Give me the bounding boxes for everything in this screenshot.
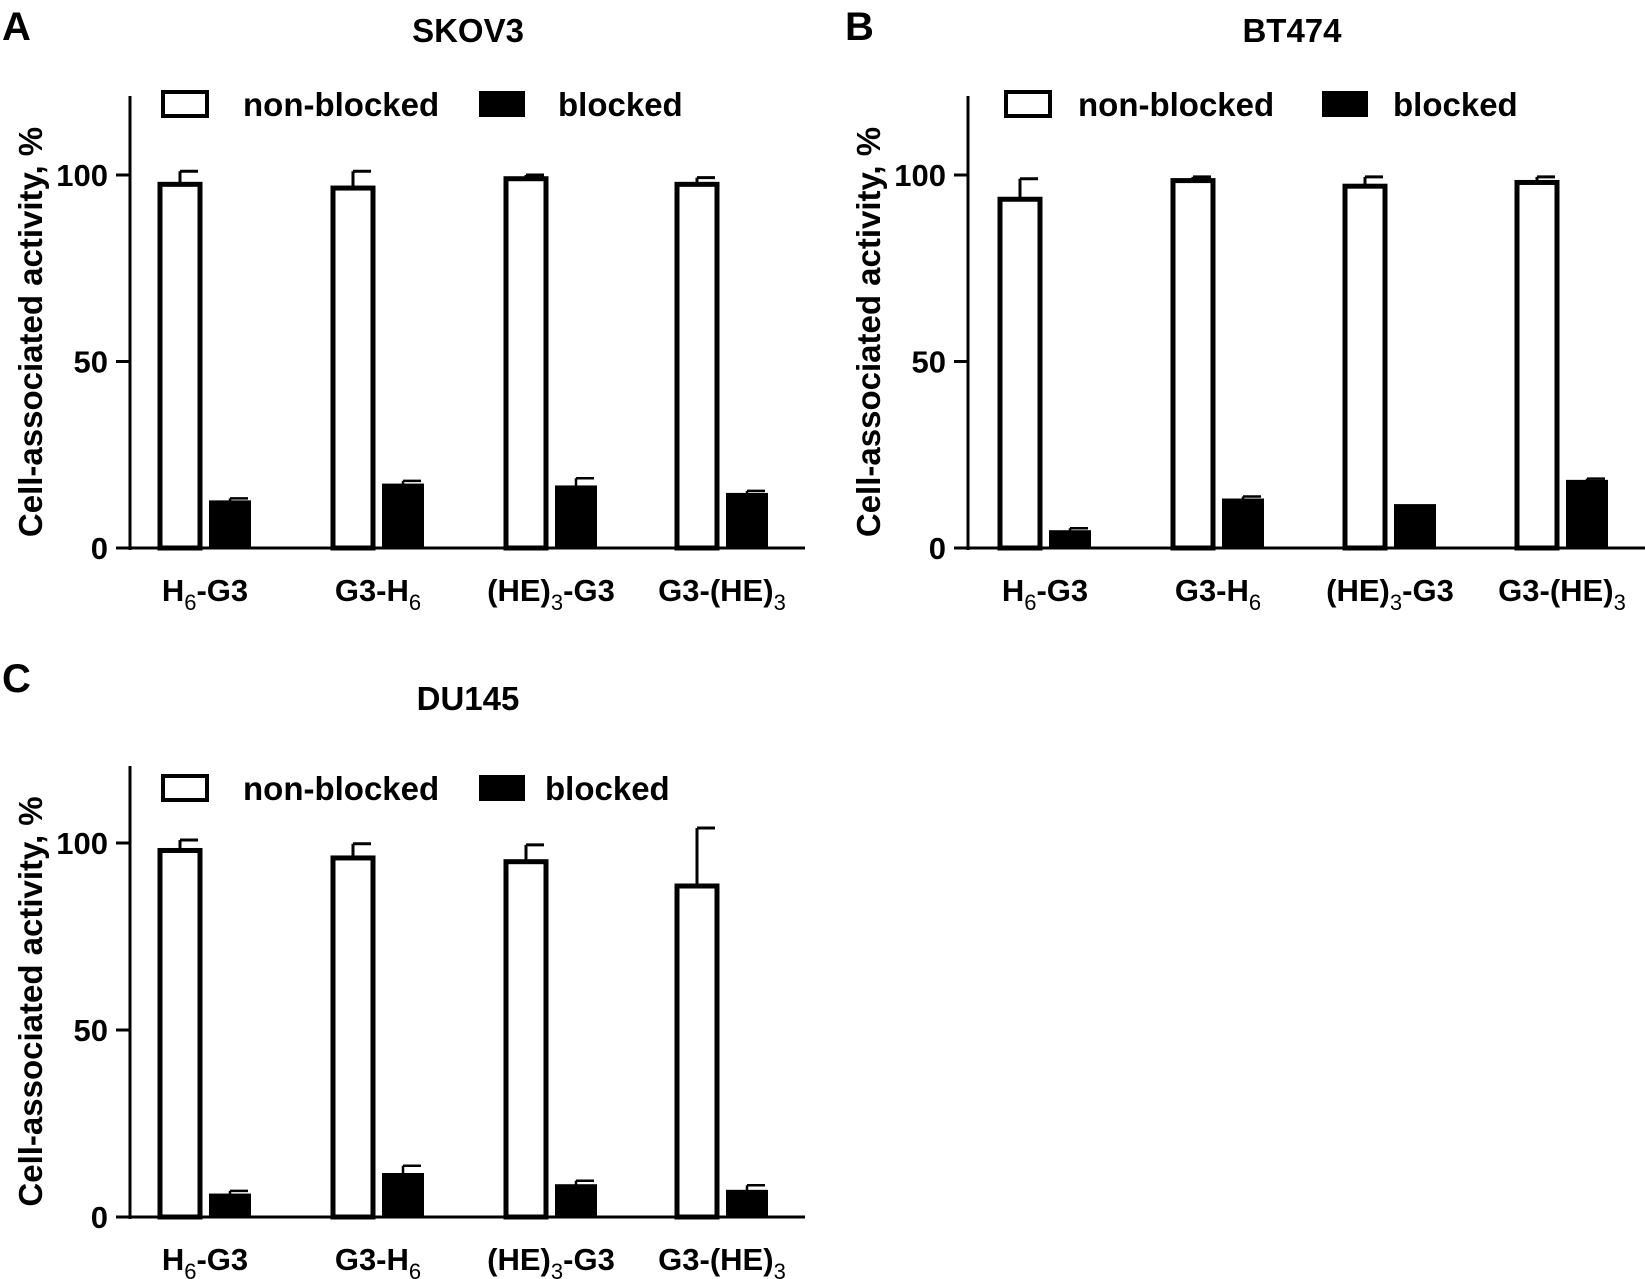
legend-swatch-blocked [1322, 91, 1368, 117]
bar-blocked [1566, 479, 1608, 549]
bar-non-blocked [997, 196, 1043, 551]
legend: non-blocked blocked [1004, 86, 1518, 123]
chart-title: BT474 [1242, 12, 1342, 49]
y-tick-label: 0 [91, 531, 108, 566]
legend-label-non-blocked: non-blocked [243, 86, 439, 123]
x-tick-label: (HE)3-G3 [1326, 573, 1454, 615]
legend-swatch-non-blocked [1004, 90, 1052, 118]
bar-blocked [555, 1184, 597, 1218]
bar-non-blocked [674, 883, 720, 1220]
bar-blocked [726, 1189, 768, 1218]
legend: non-blocked blocked [161, 770, 670, 807]
bar-blocked [1394, 504, 1436, 550]
bar-non-blocked [1514, 179, 1560, 551]
bar-blocked [209, 1193, 251, 1219]
y-tick-label: 100 [894, 158, 946, 193]
x-tick-label: (HE)3-G3 [487, 1242, 615, 1279]
bar-non-blocked [674, 181, 720, 551]
panel-label: C [2, 657, 31, 701]
y-tick-label: 0 [929, 531, 946, 566]
bar-blocked [555, 485, 597, 549]
panel-label: A [2, 5, 31, 49]
bar-non-blocked [157, 181, 203, 551]
panel-label: B [845, 5, 874, 49]
y-tick-label: 100 [56, 826, 108, 861]
x-tick-label: G3-(HE)3 [1498, 573, 1626, 615]
legend-label-non-blocked: non-blocked [1078, 86, 1274, 123]
x-tick-label: G3-(HE)3 [658, 573, 786, 615]
x-tick-label: G3-H6 [335, 573, 421, 615]
legend-swatch-non-blocked [161, 90, 209, 118]
bar-blocked [726, 492, 768, 550]
y-axis-label: Cell-associated activity, % [12, 127, 49, 537]
x-tick-label: (HE)3-G3 [487, 573, 615, 615]
bar-non-blocked [503, 176, 549, 551]
chart-panel-b: B BT474 Cell-associated activity, % 0 50 100 H… [845, 5, 1645, 615]
x-tick-label: H6-G3 [162, 573, 248, 615]
chart-title: DU145 [417, 680, 520, 717]
bar-blocked [209, 500, 251, 549]
bar-non-blocked [1342, 183, 1388, 551]
x-tick-label: G3-H6 [1175, 573, 1261, 615]
bar-blocked [382, 483, 424, 549]
y-tick-label: 100 [56, 158, 108, 193]
y-tick-label: 0 [91, 1200, 108, 1235]
legend: non-blocked blocked [161, 86, 683, 123]
bar-non-blocked [1170, 178, 1216, 551]
x-tick-label: H6-G3 [162, 1242, 248, 1279]
y-tick-label: 50 [74, 345, 108, 380]
bar-blocked [382, 1172, 424, 1218]
legend-label-blocked: blocked [1393, 86, 1518, 123]
bar-blocked [1049, 530, 1091, 550]
bar-non-blocked [157, 847, 203, 1220]
chart-panel-c: C DU145 Cell-associated activity, % 0 50 100 H… [2, 657, 805, 1279]
bar-non-blocked [503, 859, 549, 1220]
y-axis-label: Cell-associated activity, % [12, 796, 49, 1206]
y-axis-label: Cell-associated activity, % [850, 127, 887, 537]
legend-label-blocked: blocked [545, 770, 670, 807]
bar-blocked [1222, 498, 1264, 550]
chart-title: SKOV3 [412, 12, 524, 49]
y-tick-label: 50 [912, 345, 946, 380]
x-tick-label: H6-G3 [1002, 573, 1088, 615]
bar-non-blocked [330, 185, 376, 551]
legend-label-blocked: blocked [558, 86, 683, 123]
chart-panel-a: A SKOV3 Cell-associated activity, % 0 50 100 H… [2, 5, 805, 615]
x-tick-label: G3-H6 [335, 1242, 421, 1279]
legend-label-non-blocked: non-blocked [243, 770, 439, 807]
legend-swatch-blocked [479, 91, 525, 117]
y-tick-label: 50 [74, 1013, 108, 1048]
bar-non-blocked [330, 855, 376, 1220]
legend-swatch-blocked [479, 775, 525, 801]
legend-swatch-non-blocked [161, 774, 209, 802]
x-tick-label: G3-(HE)3 [658, 1242, 786, 1279]
